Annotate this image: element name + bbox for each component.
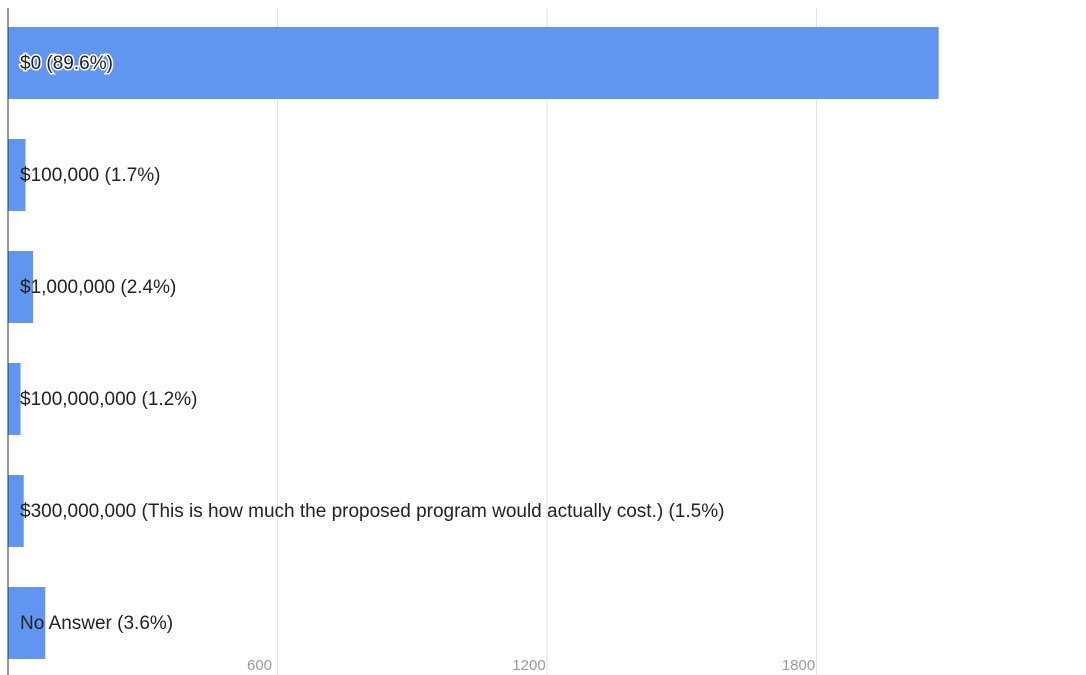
bar-label-1: $100,000 (1.7%) (20, 165, 161, 186)
bar-labels: $0 (89.6%) $100,000 (1.7%) $1,000,000 (2.4… (19, 52, 725, 635)
bar-label-0: $0 (89.6%) (20, 53, 113, 74)
bar-4 (8, 475, 24, 547)
x-tick-label-600: 600 (247, 657, 272, 674)
x-tick-label-1800: 1800 (782, 657, 815, 674)
x-tick-label-1200: 1200 (512, 657, 545, 674)
bar-5 (8, 587, 46, 659)
bar-label-3: $100,000,000 (1.2%) (20, 389, 197, 410)
bar-0 (8, 27, 939, 99)
bar-1 (8, 139, 26, 211)
bar-3 (8, 363, 21, 435)
bar-label-4: $300,000,000 (This is how much the propo… (20, 501, 724, 522)
bar-2 (8, 251, 34, 323)
grid-lines (277, 8, 817, 675)
bars (8, 27, 939, 659)
bar-label-2: $1,000,000 (2.4%) (20, 277, 176, 298)
x-axis-ticks: 600 1200 1800 (247, 657, 815, 674)
bar-label-5: No Answer (3.6%) (20, 613, 173, 634)
